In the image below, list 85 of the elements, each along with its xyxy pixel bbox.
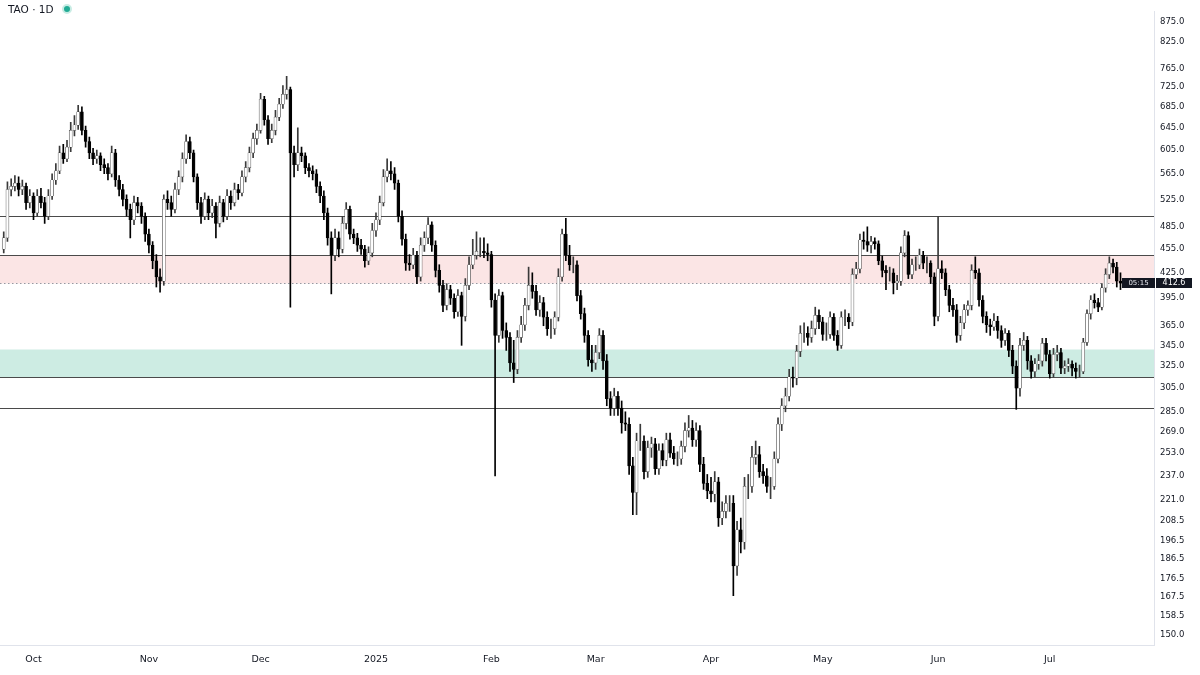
candlestick — [794, 345, 799, 386]
candlestick — [884, 265, 888, 290]
y-tick-label: 825.0 — [1160, 36, 1185, 47]
candlestick — [742, 477, 747, 550]
y-tick-label: 196.5 — [1160, 535, 1185, 546]
candlestick — [98, 152, 103, 172]
candlestick — [1066, 358, 1071, 372]
candlestick — [839, 311, 844, 349]
x-tick-label: 2025 — [363, 652, 389, 664]
candlestick — [645, 440, 650, 478]
y-tick-label: 305.0 — [1160, 382, 1185, 393]
candlestick — [221, 198, 226, 223]
candlestick — [891, 268, 896, 295]
x-tick-label: Nov — [139, 652, 159, 664]
y-tick-label: 269.0 — [1160, 426, 1185, 437]
y-tick-label: 765.0 — [1160, 62, 1185, 73]
ref-line-label: 412.6 — [1162, 278, 1186, 288]
y-tick-label: 150.0 — [1160, 629, 1185, 640]
y-tick-label: 605.0 — [1160, 144, 1185, 155]
y-tick-label: 167.5 — [1160, 590, 1185, 601]
candlestick — [128, 203, 133, 239]
y-tick-label: 325.0 — [1160, 360, 1185, 371]
candlestick — [232, 182, 237, 207]
y-tick-label: 176.5 — [1160, 572, 1185, 583]
candlestick — [597, 328, 602, 360]
y-tick-label: 485.0 — [1160, 221, 1185, 232]
candlestick — [479, 237, 482, 258]
candlestick — [861, 231, 866, 250]
candlestick — [660, 443, 665, 467]
candlestick — [109, 145, 114, 178]
y-tick-label: 685.0 — [1160, 101, 1185, 112]
candlestick — [154, 254, 159, 288]
candlestick — [593, 345, 598, 370]
x-tick-label: Dec — [251, 652, 270, 664]
y-tick-label: 645.0 — [1160, 121, 1185, 132]
x-tick-label: Feb — [482, 652, 500, 664]
y-tick-label: 455.0 — [1160, 243, 1185, 254]
candlestick — [791, 366, 795, 388]
y-tick-label: 237.0 — [1160, 470, 1185, 481]
x-tick-label: Mar — [586, 652, 605, 664]
candlestick — [572, 256, 575, 274]
y-tick-label: 208.5 — [1160, 514, 1185, 525]
candlestick — [217, 195, 222, 228]
candlestick — [444, 283, 449, 311]
candlestick — [928, 260, 933, 284]
y-tick-label: 565.0 — [1160, 167, 1185, 178]
candlestick — [1051, 348, 1056, 378]
y-tick-label: 725.0 — [1160, 81, 1185, 92]
candlestick — [639, 423, 642, 451]
candlestick — [895, 274, 899, 290]
chart-title: TAO · 1D — [8, 3, 54, 15]
x-tick-label: Oct — [25, 652, 42, 664]
x-tick-label: Apr — [702, 652, 720, 664]
candlestick — [888, 266, 891, 282]
candlestick — [61, 143, 66, 164]
x-tick-label: Jul — [1043, 652, 1056, 664]
candlestick — [1062, 360, 1067, 375]
candlestick — [917, 248, 922, 270]
y-tick-label: 253.0 — [1160, 447, 1185, 458]
candlestick — [988, 318, 993, 336]
candlestick — [31, 192, 36, 221]
candlestick — [1092, 293, 1097, 309]
candlestick — [932, 272, 937, 327]
candlestick — [16, 176, 21, 197]
candlestick — [482, 237, 486, 258]
y-tick-label: 875.0 — [1160, 15, 1185, 26]
y-tick-label: 425.0 — [1160, 267, 1185, 278]
candlestick — [798, 325, 803, 357]
candlestick — [846, 313, 851, 329]
y-tick-label: 158.5 — [1160, 610, 1185, 621]
candlestick — [914, 256, 917, 271]
candlestick — [355, 233, 360, 252]
candlestick — [20, 179, 25, 196]
y-tick-label: 365.0 — [1160, 319, 1185, 330]
y-tick-label: 285.0 — [1160, 405, 1185, 416]
y-tick-label: 221.0 — [1160, 494, 1185, 505]
candlestick — [552, 311, 557, 335]
y-tick-label: 345.0 — [1160, 339, 1185, 350]
y-tick-label: 395.0 — [1160, 292, 1185, 303]
y-tick-label: 186.5 — [1160, 553, 1185, 564]
x-tick-label: Jun — [929, 652, 946, 664]
candlestick — [995, 316, 1000, 339]
candlestick — [747, 474, 750, 499]
y-tick-label: 525.0 — [1160, 193, 1185, 204]
x-tick-label: May — [812, 652, 833, 664]
